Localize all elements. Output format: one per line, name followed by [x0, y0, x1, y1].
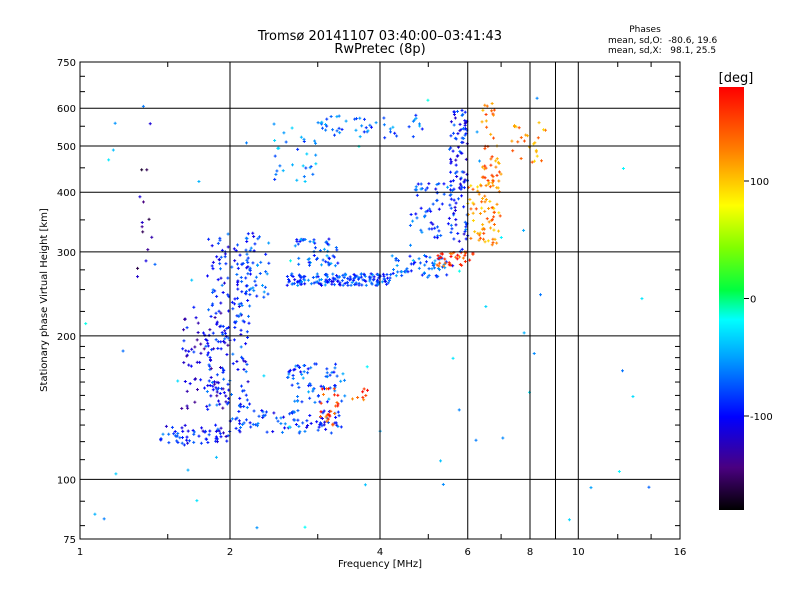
stats-heading: Phases [629, 25, 661, 35]
colorbar-tick-label: -100 [750, 412, 773, 423]
colorbar-tick-label: 0 [750, 295, 756, 306]
y-tick-label: 300 [57, 248, 76, 259]
x-tick-label: 10 [572, 547, 585, 558]
colorbar-label: [deg] [719, 71, 754, 86]
y-tick-label: 200 [57, 332, 76, 343]
colorbar [719, 87, 744, 510]
y-axis-label: Stationary phase Virtual Height [km] [39, 208, 50, 392]
y-tick-label: 75 [63, 535, 76, 546]
stats-line-x: mean, sd,X: 98.1, 25.5 [608, 46, 716, 56]
x-tick-label: 4 [377, 547, 383, 558]
x-axis-ticks: 1 2 4 6 8 10 16 [77, 62, 687, 558]
x-tick-label: 1 [77, 547, 83, 558]
chart-title-line2: RwPretec (8p) [334, 42, 425, 57]
y-tick-label: 500 [57, 142, 76, 153]
grid-lines [80, 62, 680, 539]
y-tick-label: 600 [57, 104, 76, 115]
chart-title-line1: Tromsø 20141107 03:40:00–03:41:43 [257, 29, 502, 44]
y-tick-label: 100 [57, 475, 76, 486]
colorbar-ticks: 100 0 -100 [744, 177, 773, 423]
plot-frame [79, 61, 681, 540]
stats-line-o: mean, sd,O: -80.6, 19.6 [608, 36, 718, 46]
x-tick-label: 16 [674, 547, 687, 558]
y-tick-label: 750 [57, 58, 76, 69]
x-tick-label: 6 [465, 547, 471, 558]
x-axis-label: Frequency [MHz] [338, 559, 422, 570]
y-tick-label: 400 [57, 188, 76, 199]
x-tick-label: 2 [227, 547, 233, 558]
y-axis-ticks: 75 100 200 300 400 500 600 750 [57, 58, 680, 546]
scatter-points [84, 96, 651, 530]
colorbar-tick-label: 100 [750, 177, 769, 188]
x-tick-label: 8 [527, 547, 533, 558]
